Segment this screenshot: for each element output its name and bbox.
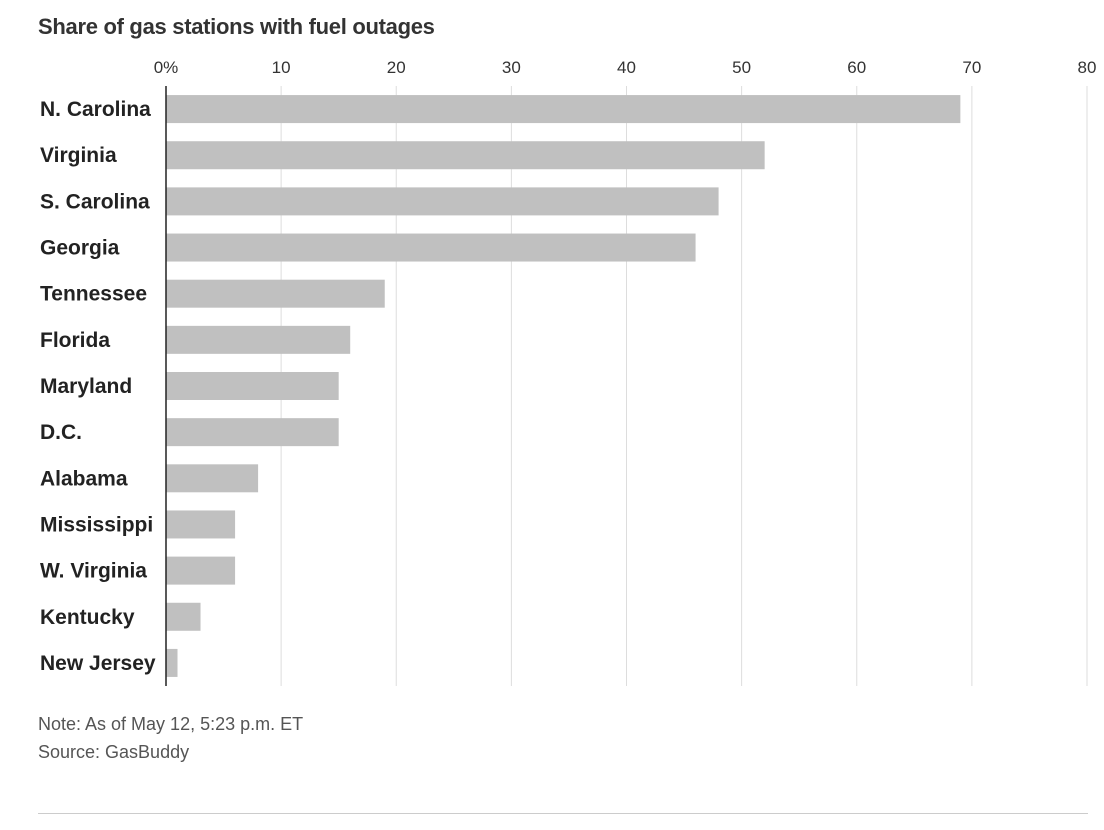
bar-chart: 0% 10 20 30 40 50 60 70 80 N. Carolina Virginia S. … <box>40 58 1097 686</box>
category-label: Kentucky <box>40 606 135 629</box>
category-label: Alabama <box>40 467 128 490</box>
x-tick-label: 40 <box>617 58 636 77</box>
category-label: N. Carolina <box>40 98 151 121</box>
bar <box>166 464 259 493</box>
chart-source: Source: GasBuddy <box>38 742 190 762</box>
bottom-divider <box>38 813 1088 814</box>
bar <box>166 372 339 400</box>
bar <box>166 602 201 631</box>
bar <box>166 187 719 216</box>
bar <box>166 233 696 262</box>
category-label: Tennessee <box>40 283 147 306</box>
bar <box>166 556 236 585</box>
x-tick-label: 10 <box>272 58 291 77</box>
x-tick-label: 30 <box>502 58 521 77</box>
chart-title: Share of gas stations with fuel outages <box>38 14 435 39</box>
x-tick-label: 60 <box>847 58 866 77</box>
bar <box>166 325 351 354</box>
bar <box>166 95 961 124</box>
x-tick-label: 20 <box>387 58 406 77</box>
category-label: W. Virginia <box>40 560 147 583</box>
bar <box>166 418 339 447</box>
x-tick-label: 50 <box>732 58 751 77</box>
category-label: Florida <box>40 329 110 352</box>
category-label: S. Carolina <box>40 190 150 213</box>
bar <box>166 279 385 308</box>
x-tick-label: 80 <box>1078 58 1097 77</box>
category-label: Georgia <box>40 237 120 260</box>
category-label: New Jersey <box>40 652 156 675</box>
bar <box>166 510 236 539</box>
bar <box>166 648 178 677</box>
x-tick-label: 70 <box>962 58 981 77</box>
chart-note: Note: As of May 12, 5:23 p.m. ET <box>38 714 304 734</box>
category-label: Maryland <box>40 375 132 398</box>
bar <box>166 141 765 170</box>
x-tick-label: 0% <box>154 58 179 77</box>
category-label: Mississippi <box>40 513 153 536</box>
category-label: Virginia <box>40 144 117 167</box>
category-label: D.C. <box>40 421 82 444</box>
